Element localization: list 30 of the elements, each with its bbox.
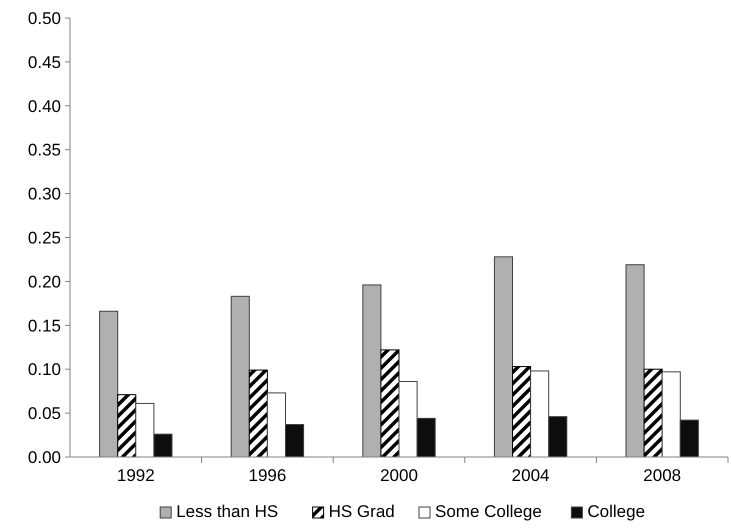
legend-label: Less than HS (176, 502, 278, 521)
x-tick-label: 2008 (643, 466, 682, 485)
bar (626, 264, 645, 458)
bar (117, 394, 136, 458)
y-tick-label: 0.25 (28, 228, 61, 248)
bar (248, 370, 268, 458)
y-tick-label: 0.40 (28, 96, 61, 116)
y-tick-label: 0.50 (28, 8, 61, 28)
y-tick-label: 0.00 (28, 448, 61, 467)
bar (494, 256, 514, 458)
bar (362, 284, 382, 458)
bar (644, 368, 663, 458)
bar (99, 310, 118, 458)
y-tick-label: 0.20 (28, 272, 61, 292)
y-tick-label: 0.10 (28, 360, 61, 380)
x-tick-label: 1992 (116, 466, 155, 485)
bar (380, 349, 400, 458)
y-tick-label: 0.35 (28, 140, 61, 160)
legend-label: College (587, 502, 646, 521)
legend-label: HS Grad (328, 502, 395, 521)
bar (512, 366, 532, 458)
x-tick-label: 2004 (512, 466, 550, 485)
y-tick-label: 0.15 (28, 316, 61, 336)
y-tick-label: 0.45 (28, 52, 61, 72)
y-tick-label: 0.30 (28, 184, 61, 204)
y-tick-label: 0.05 (28, 404, 61, 424)
legend-label: Some College (435, 502, 542, 521)
bar (230, 296, 250, 458)
x-tick-label: 2000 (380, 466, 418, 485)
x-tick-label: 1996 (248, 466, 286, 485)
